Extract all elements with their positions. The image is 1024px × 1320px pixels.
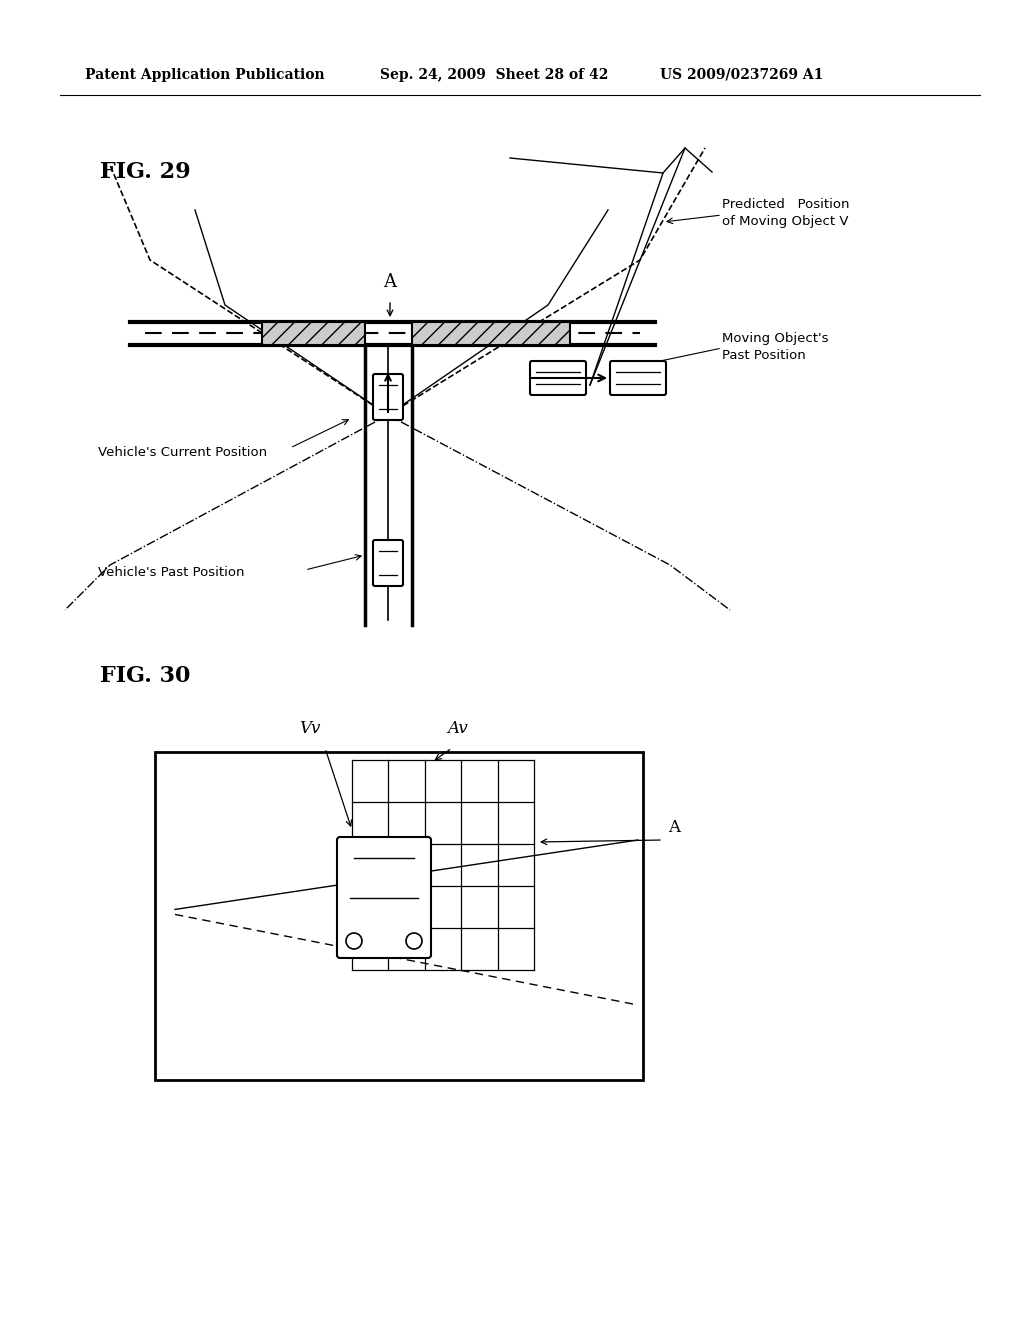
Text: Sep. 24, 2009  Sheet 28 of 42: Sep. 24, 2009 Sheet 28 of 42 xyxy=(380,69,608,82)
Text: A: A xyxy=(668,818,680,836)
Text: Predicted   Position
of Moving Object V: Predicted Position of Moving Object V xyxy=(722,198,850,228)
Text: Vehicle's Current Position: Vehicle's Current Position xyxy=(98,446,267,458)
Bar xyxy=(262,322,365,345)
FancyBboxPatch shape xyxy=(610,360,666,395)
Bar xyxy=(412,322,570,345)
FancyBboxPatch shape xyxy=(373,540,403,586)
FancyBboxPatch shape xyxy=(373,374,403,420)
Text: Moving Object's
Past Position: Moving Object's Past Position xyxy=(722,333,828,362)
Text: Vehicle's Past Position: Vehicle's Past Position xyxy=(98,565,245,578)
Text: Av: Av xyxy=(447,719,468,737)
Text: FIG. 29: FIG. 29 xyxy=(100,161,190,183)
FancyBboxPatch shape xyxy=(337,837,431,958)
Text: US 2009/0237269 A1: US 2009/0237269 A1 xyxy=(660,69,823,82)
Bar xyxy=(155,752,643,1080)
Text: Patent Application Publication: Patent Application Publication xyxy=(85,69,325,82)
FancyBboxPatch shape xyxy=(530,360,586,395)
Text: FIG. 30: FIG. 30 xyxy=(100,665,190,686)
Text: Vv: Vv xyxy=(299,719,321,737)
Text: A: A xyxy=(384,273,396,290)
